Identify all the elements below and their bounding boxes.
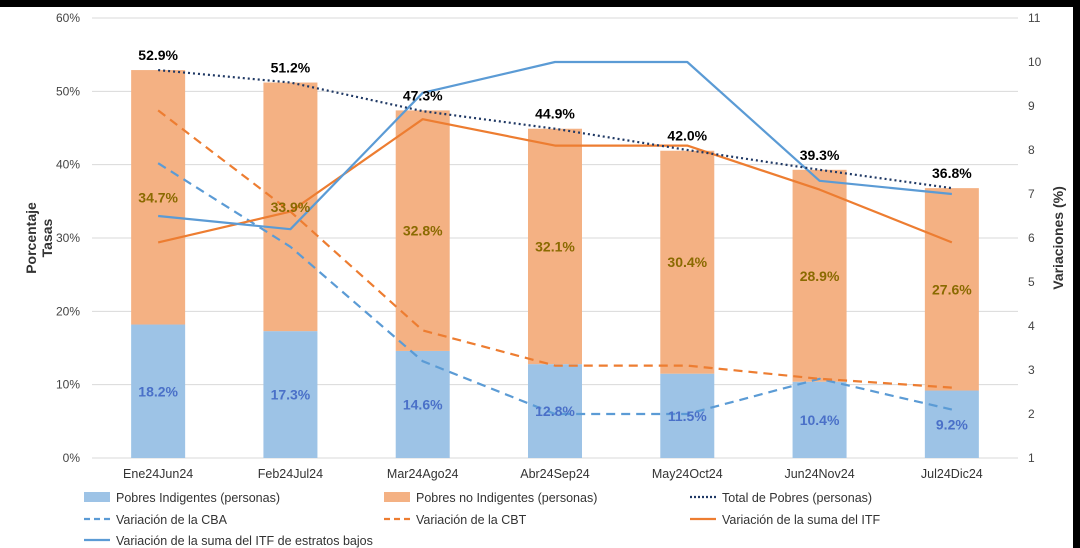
label-no-indigentes: 30.4% <box>667 254 707 270</box>
line-series-2 <box>157 118 953 244</box>
label-total: 36.8% <box>932 165 972 181</box>
x-tick-label: Mar24Ago24 <box>387 467 459 481</box>
bar-pobres-indigentes <box>528 364 582 458</box>
y-right-tick-label: 11 <box>1028 11 1041 25</box>
label-total: 51.2% <box>271 60 311 76</box>
label-indigentes: 9.2% <box>936 416 968 432</box>
legend-label: Variación de la suma del ITF <box>722 513 881 527</box>
bar-pobres-no-indigentes <box>792 169 847 382</box>
label-no-indigentes: 33.9% <box>271 199 311 215</box>
label-no-indigentes: 32.8% <box>403 223 443 239</box>
y-left-axis-title-line: Tasas <box>39 218 55 257</box>
bar-pobres-no-indigentes <box>131 70 186 325</box>
legend-label: Pobres Indigentes (personas) <box>116 491 280 505</box>
bar-pobres-no-indigentes <box>395 110 450 351</box>
label-no-indigentes: 34.7% <box>138 189 178 205</box>
y-left-axis-title-line: Porcentaje <box>23 202 39 274</box>
legend-label: Pobres no Indigentes (personas) <box>416 491 597 505</box>
bar-pobres-indigentes <box>924 390 979 458</box>
label-indigentes: 10.4% <box>800 412 840 428</box>
y-right-tick-label: 4 <box>1028 319 1035 333</box>
bar-pobres-indigentes <box>660 373 715 458</box>
y-left-tick-label: 10% <box>56 378 80 392</box>
y-right-axis-title: Variaciones (%) <box>1050 186 1066 290</box>
line-total-pobres <box>158 68 953 190</box>
y-right-tick-label: 3 <box>1028 363 1035 377</box>
label-indigentes: 18.2% <box>138 383 178 399</box>
bar-pobres-indigentes <box>792 381 847 458</box>
bar-pobres-no-indigentes <box>660 150 715 374</box>
label-no-indigentes: 32.1% <box>535 238 575 254</box>
bars-layer <box>131 70 979 458</box>
y-left-tick-label: 20% <box>56 304 80 318</box>
y-left-axis-title: PorcentajeTasas <box>23 202 55 274</box>
right-border <box>1073 0 1080 548</box>
label-total: 52.9% <box>138 47 178 63</box>
y-right-tick-label: 5 <box>1028 275 1035 289</box>
label-total: 42.0% <box>667 128 707 144</box>
label-total: 44.9% <box>535 106 575 122</box>
x-tick-label: Jun24Nov24 <box>784 467 854 481</box>
label-indigentes: 11.5% <box>668 408 707 424</box>
bar-pobres-no-indigentes <box>528 128 582 365</box>
bar-pobres-indigentes <box>263 331 318 458</box>
legend-swatch <box>384 492 410 502</box>
legend-label: Total de Pobres (personas) <box>722 491 872 505</box>
label-indigentes: 14.6% <box>403 396 443 412</box>
x-tick-label: Ene24Jun24 <box>123 467 193 481</box>
y-right-tick-label: 6 <box>1028 231 1035 245</box>
x-tick-label: May24Oct24 <box>652 467 723 481</box>
label-total: 39.3% <box>800 147 840 163</box>
y-right-tick-label: 10 <box>1028 55 1042 69</box>
legend-label: Variación de la suma del ITF de estratos… <box>116 534 373 548</box>
y-right-tick-label: 8 <box>1028 143 1035 157</box>
label-no-indigentes: 28.9% <box>800 268 840 284</box>
label-total: 47.3% <box>403 87 443 103</box>
line-series-3 <box>158 60 952 231</box>
y-left-tick-label: 30% <box>56 231 80 245</box>
legend-label: Variación de la CBA <box>116 513 228 527</box>
y-left-tick-label: 0% <box>63 451 81 465</box>
top-border <box>0 0 1080 7</box>
bar-pobres-no-indigentes <box>924 188 979 391</box>
line-series-0 <box>157 162 953 416</box>
y-right-tick-label: 1 <box>1028 451 1035 465</box>
label-indigentes: 12.8% <box>535 403 575 419</box>
label-indigentes: 17.3% <box>271 387 311 403</box>
y-right-tick-label: 2 <box>1028 407 1035 421</box>
legend-swatch <box>84 492 110 502</box>
label-no-indigentes: 27.6% <box>932 281 972 297</box>
y-left-tick-label: 60% <box>56 11 80 25</box>
x-tick-label: Abr24Sep24 <box>520 467 590 481</box>
axes-layer: 0% 10% 20% 30% 40% 50% 60% 1 2 3 4 5 6 7 8 9 10 11 Porcent… <box>23 11 1066 481</box>
y-right-tick-label: 7 <box>1028 187 1035 201</box>
legend: Pobres Indigentes (personas) Pobres no In… <box>84 491 881 548</box>
y-left-tick-label: 40% <box>56 158 80 172</box>
legend-label: Variación de la CBT <box>416 513 527 527</box>
y-right-tick-label: 9 <box>1028 99 1035 113</box>
lines-layer <box>157 60 953 416</box>
data-labels-layer: 52.9% 34.7% 18.2% 51.2% 33.9% 17.3% 47.3% 32.8%… <box>138 47 972 432</box>
bar-pobres-no-indigentes <box>263 82 318 332</box>
x-tick-label: Jul24Dic24 <box>921 467 983 481</box>
bar-pobres-indigentes <box>131 324 186 458</box>
x-tick-label: Feb24Jul24 <box>258 467 323 481</box>
y-left-tick-label: 50% <box>56 84 80 98</box>
